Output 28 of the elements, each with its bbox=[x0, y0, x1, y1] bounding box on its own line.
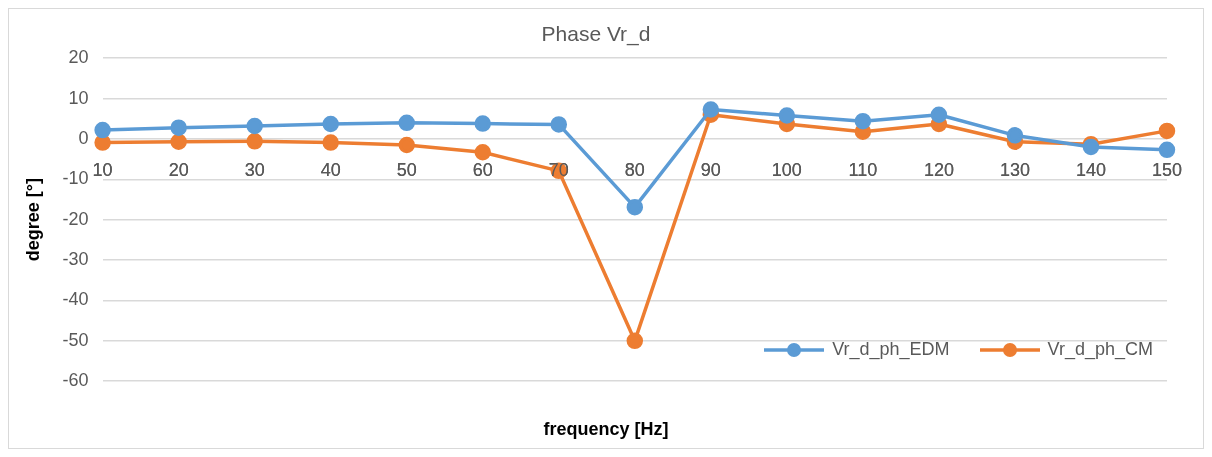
legend-label: Vr_d_ph_CM bbox=[1047, 339, 1153, 360]
x-tick-label: 110 bbox=[848, 159, 878, 180]
y-tick-label: -50 bbox=[62, 329, 89, 350]
x-tick-label: 30 bbox=[244, 159, 265, 180]
x-axis-title: frequency [Hz] bbox=[542, 419, 670, 440]
y-tick-label: 20 bbox=[68, 47, 89, 68]
y-tick-label: -30 bbox=[62, 249, 89, 270]
legend-label: Vr_d_ph_EDM bbox=[832, 339, 950, 360]
y-tick-label: -60 bbox=[62, 370, 89, 391]
x-tick-label: 40 bbox=[320, 159, 341, 180]
x-tick-label: 20 bbox=[168, 159, 189, 180]
x-tick-label: 80 bbox=[624, 159, 645, 180]
y-tick-label: -40 bbox=[62, 289, 89, 310]
x-tick-label: 130 bbox=[999, 159, 1030, 180]
y-tick-label: -20 bbox=[62, 208, 89, 229]
y-axis-title: degree [°] bbox=[22, 178, 43, 262]
chart-title: Phase Vr_d bbox=[541, 22, 651, 47]
y-tick-label: -10 bbox=[62, 168, 89, 189]
x-tick-label: 100 bbox=[771, 159, 802, 180]
y-tick-label: 10 bbox=[68, 87, 89, 108]
x-tick-label: 150 bbox=[1151, 159, 1183, 180]
x-tick-label: 90 bbox=[700, 159, 721, 180]
x-tick-label: 50 bbox=[396, 159, 417, 180]
x-tick-label: 60 bbox=[472, 159, 493, 180]
y-tick-label: 0 bbox=[78, 127, 89, 148]
x-tick-label: 140 bbox=[1075, 159, 1106, 180]
x-tick-label: 10 bbox=[92, 159, 113, 180]
x-tick-label: 120 bbox=[923, 159, 954, 180]
